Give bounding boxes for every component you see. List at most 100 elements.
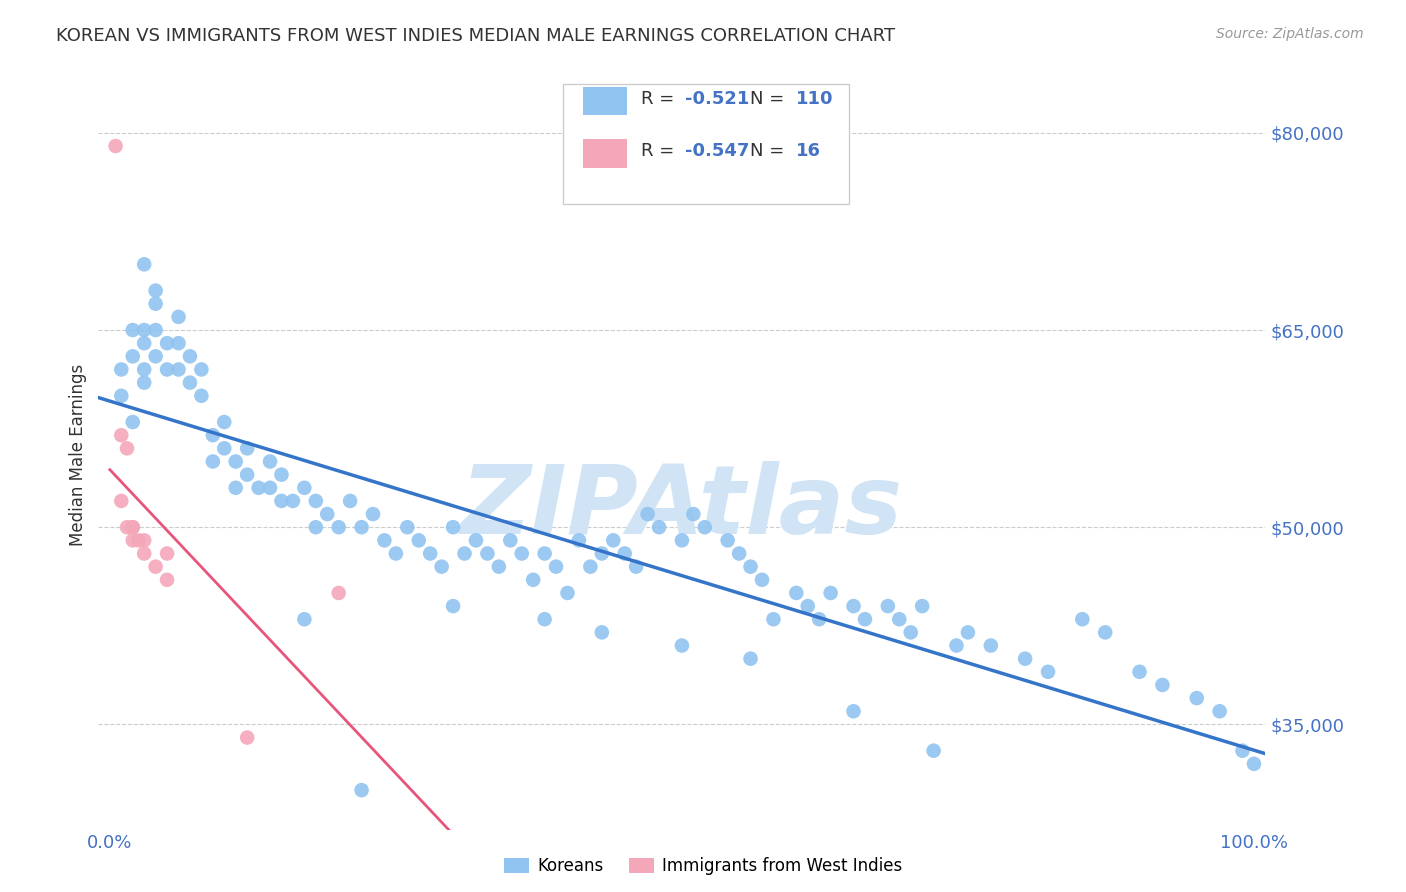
Point: [533, 612, 555, 626]
FancyBboxPatch shape: [562, 84, 849, 204]
Point: [533, 547, 555, 561]
Point: [441, 599, 464, 613]
Point: [328, 520, 350, 534]
Point: [292, 481, 315, 495]
Point: [134, 257, 156, 271]
Point: [602, 533, 624, 548]
Point: [292, 612, 315, 626]
Point: [785, 586, 807, 600]
Point: [167, 336, 190, 351]
Point: [853, 612, 876, 626]
Point: [408, 533, 430, 548]
Point: [1185, 691, 1208, 706]
Y-axis label: Median Male Earnings: Median Male Earnings: [69, 364, 87, 546]
Point: [225, 454, 247, 468]
Point: [225, 481, 247, 495]
Point: [591, 625, 613, 640]
Point: [544, 559, 567, 574]
Point: [808, 612, 831, 626]
Point: [134, 362, 156, 376]
Point: [247, 481, 270, 495]
Point: [488, 559, 510, 574]
Point: [499, 533, 522, 548]
Point: [110, 428, 132, 442]
Point: [305, 494, 328, 508]
FancyBboxPatch shape: [582, 139, 627, 168]
Point: [236, 442, 259, 456]
Point: [201, 428, 224, 442]
Point: [419, 547, 441, 561]
Point: [121, 533, 143, 548]
Point: [145, 284, 167, 298]
Text: Source: ZipAtlas.com: Source: ZipAtlas.com: [1216, 27, 1364, 41]
Point: [121, 349, 143, 363]
Point: [430, 559, 453, 574]
Point: [637, 507, 659, 521]
Point: [477, 547, 499, 561]
Point: [740, 559, 762, 574]
Point: [671, 533, 693, 548]
Point: [842, 599, 865, 613]
Point: [385, 547, 408, 561]
Point: [820, 586, 842, 600]
Point: [980, 639, 1002, 653]
Point: [156, 573, 179, 587]
Point: [179, 376, 201, 390]
Point: [624, 559, 647, 574]
Point: [591, 547, 613, 561]
Point: [956, 625, 979, 640]
Point: [121, 520, 143, 534]
Text: 16: 16: [796, 143, 821, 161]
Point: [1071, 612, 1094, 626]
Point: [121, 323, 143, 337]
Point: [270, 494, 292, 508]
Point: [453, 547, 475, 561]
Point: [568, 533, 591, 548]
Point: [1128, 665, 1150, 679]
Point: [1243, 756, 1265, 771]
Point: [717, 533, 740, 548]
Point: [922, 744, 945, 758]
Point: [145, 297, 167, 311]
Point: [1036, 665, 1059, 679]
Point: [270, 467, 292, 482]
Point: [214, 442, 236, 456]
Point: [305, 520, 328, 534]
Text: -0.547: -0.547: [685, 143, 749, 161]
Point: [156, 362, 179, 376]
Point: [145, 323, 167, 337]
Point: [1094, 625, 1116, 640]
Point: [465, 533, 488, 548]
Point: [522, 573, 544, 587]
Point: [127, 533, 149, 548]
Point: [281, 494, 304, 508]
Text: KOREAN VS IMMIGRANTS FROM WEST INDIES MEDIAN MALE EARNINGS CORRELATION CHART: KOREAN VS IMMIGRANTS FROM WEST INDIES ME…: [56, 27, 896, 45]
Point: [613, 547, 636, 561]
Point: [134, 336, 156, 351]
Point: [167, 362, 190, 376]
Point: [236, 731, 259, 745]
Point: [1208, 704, 1230, 718]
Point: [693, 520, 716, 534]
Point: [121, 415, 143, 429]
Point: [350, 783, 373, 797]
Point: [441, 520, 464, 534]
Point: [740, 651, 762, 665]
Point: [214, 415, 236, 429]
Point: [316, 507, 339, 521]
Point: [728, 547, 751, 561]
Text: R =: R =: [641, 143, 681, 161]
Point: [328, 586, 350, 600]
Point: [190, 389, 212, 403]
Point: [110, 389, 132, 403]
Text: N =: N =: [749, 143, 790, 161]
Point: [339, 494, 361, 508]
Point: [842, 704, 865, 718]
Point: [911, 599, 934, 613]
Point: [510, 547, 533, 561]
Point: [648, 520, 671, 534]
Point: [110, 362, 132, 376]
Point: [110, 494, 132, 508]
Point: [134, 547, 156, 561]
Point: [889, 612, 911, 626]
